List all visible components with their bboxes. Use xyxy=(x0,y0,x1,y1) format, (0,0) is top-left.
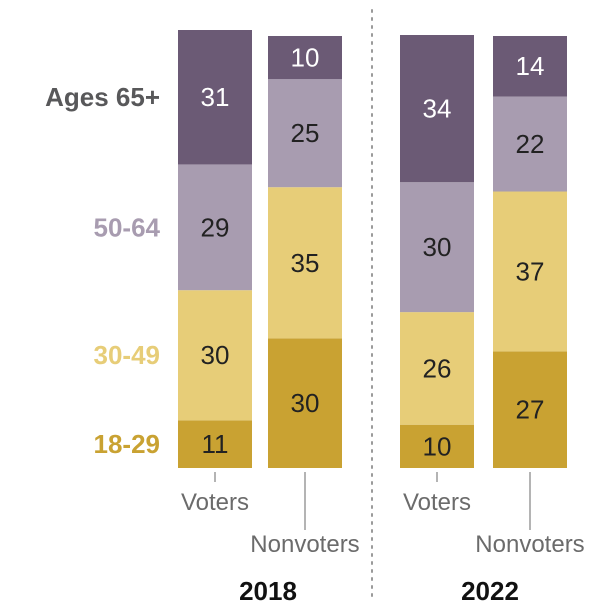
value-label-2022-voters-30-49: 26 xyxy=(423,353,452,383)
bar-2018-nonvoters-ages-65- xyxy=(268,36,342,80)
value-label-2022-voters-ages-65-: 34 xyxy=(423,94,452,124)
age-label-ages-65-: Ages 65+ xyxy=(45,82,160,112)
category-label-2018-nonvoters: Nonvoters xyxy=(250,531,359,558)
bar-2022-voters-50-64 xyxy=(400,182,474,313)
value-label-2022-voters-50-64: 30 xyxy=(423,232,452,262)
category-label-2022-nonvoters: Nonvoters xyxy=(475,531,584,558)
bar-2022-nonvoters-ages-65- xyxy=(493,36,567,97)
bar-2022-voters-18-29 xyxy=(400,424,474,468)
bar-2022-nonvoters-30-49 xyxy=(493,191,567,352)
bar-2018-voters-ages-65- xyxy=(178,30,252,165)
value-label-2022-nonvoters-ages-65-: 14 xyxy=(516,51,545,81)
year-label-2018: 2018 xyxy=(239,576,297,606)
bar-2022-voters-ages-65- xyxy=(400,35,474,183)
year-label-2022: 2022 xyxy=(461,576,519,606)
bar-2018-voters-50-64 xyxy=(178,164,252,291)
category-label-2018-voters: Voters xyxy=(181,489,249,516)
value-label-2018-voters-50-64: 29 xyxy=(201,212,230,242)
value-label-2022-voters-18-29: 10 xyxy=(423,431,452,461)
value-label-2018-nonvoters-18-29: 30 xyxy=(291,388,320,418)
category-label-2022-voters: Voters xyxy=(403,489,471,516)
bar-2022-nonvoters-50-64 xyxy=(493,96,567,192)
bar-2018-voters-30-49 xyxy=(178,290,252,421)
bar-2018-voters-18-29 xyxy=(178,420,252,468)
value-label-2018-nonvoters-30-49: 35 xyxy=(291,248,320,278)
value-label-2018-voters-ages-65-: 31 xyxy=(201,82,230,112)
value-label-2018-nonvoters-50-64: 25 xyxy=(291,118,320,148)
bar-2018-nonvoters-18-29 xyxy=(268,338,342,468)
bar-2018-nonvoters-30-49 xyxy=(268,187,342,339)
value-label-2022-nonvoters-30-49: 37 xyxy=(516,256,545,286)
value-label-2022-nonvoters-50-64: 22 xyxy=(516,129,545,159)
bar-2022-voters-30-49 xyxy=(400,312,474,425)
age-label-30-49: 30-49 xyxy=(94,340,161,370)
bar-2018-nonvoters-50-64 xyxy=(268,79,342,188)
value-label-2022-nonvoters-18-29: 27 xyxy=(516,395,545,425)
age-label-50-64: 50-64 xyxy=(94,212,161,242)
age-label-18-29: 18-29 xyxy=(94,429,161,459)
value-label-2018-voters-30-49: 30 xyxy=(201,340,230,370)
value-label-2018-voters-18-29: 11 xyxy=(202,429,229,459)
value-label-2018-nonvoters-ages-65-: 10 xyxy=(291,43,320,73)
bar-2022-nonvoters-18-29 xyxy=(493,351,567,468)
